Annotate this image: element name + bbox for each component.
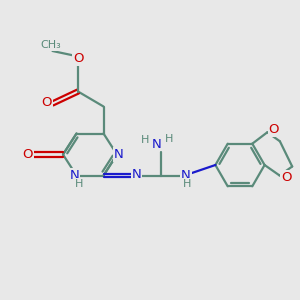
Text: H: H <box>182 179 191 189</box>
Text: CH₃: CH₃ <box>40 40 61 50</box>
Text: O: O <box>281 171 292 184</box>
Text: O: O <box>73 52 83 65</box>
Text: H: H <box>141 135 149 145</box>
Text: O: O <box>22 148 33 161</box>
Text: H: H <box>165 134 173 144</box>
Text: N: N <box>70 169 79 182</box>
Text: H: H <box>74 179 83 189</box>
Text: N: N <box>132 168 141 182</box>
Text: N: N <box>152 137 162 151</box>
Text: O: O <box>41 95 52 109</box>
Text: N: N <box>181 169 191 182</box>
Text: N: N <box>114 148 124 161</box>
Text: O: O <box>269 123 279 136</box>
